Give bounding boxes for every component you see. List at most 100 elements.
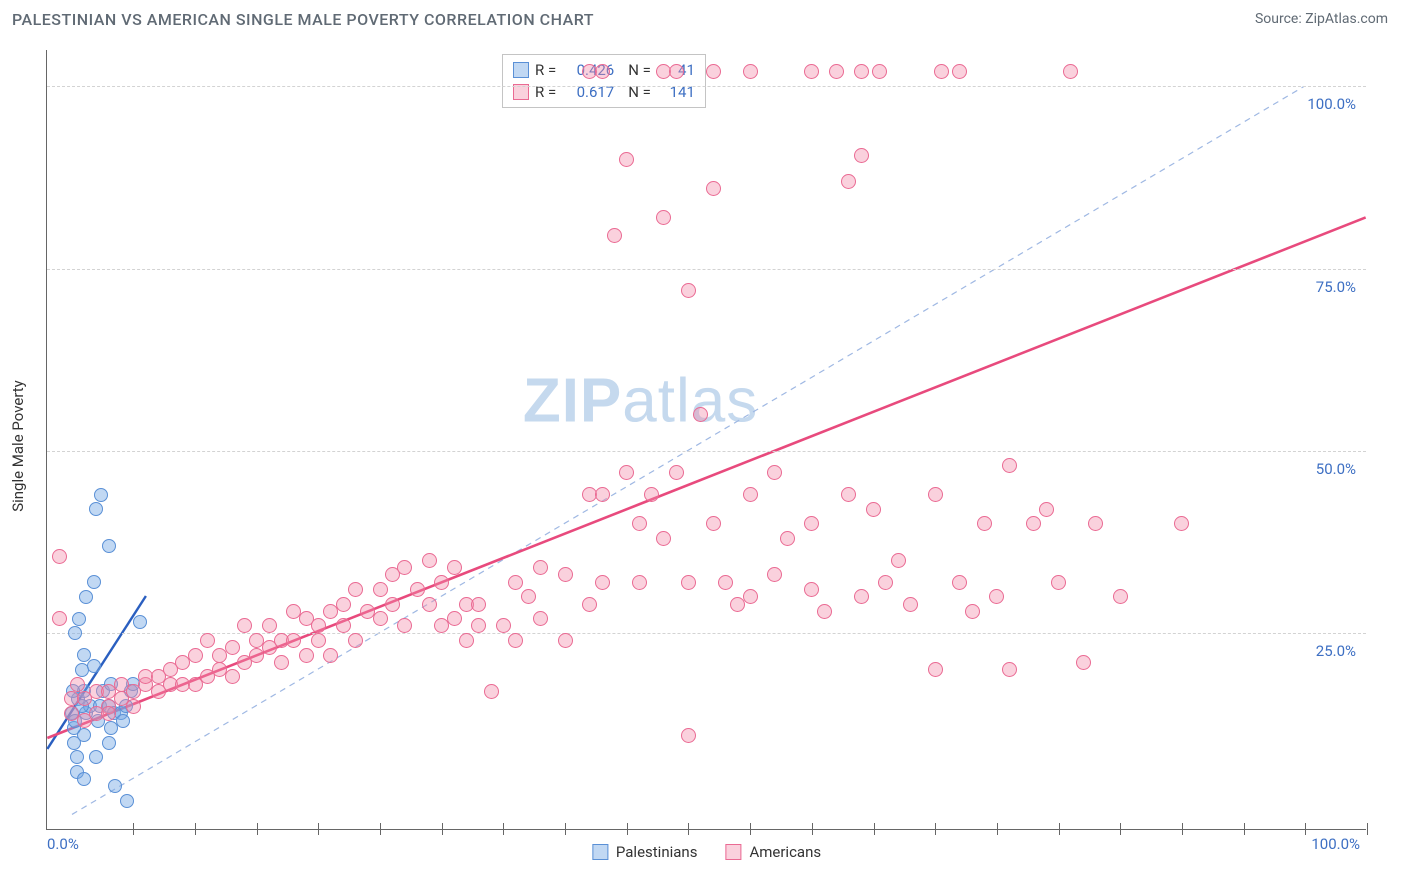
data-point (447, 611, 462, 626)
data-point (108, 779, 122, 793)
x-tick-mark (812, 823, 813, 835)
data-point (872, 64, 887, 79)
chart-title: PALESTINIAN VS AMERICAN SINGLE MALE POVE… (12, 10, 594, 29)
data-point (841, 487, 856, 502)
data-point (669, 64, 684, 79)
data-point (854, 589, 869, 604)
data-point (397, 560, 412, 575)
x-tick-mark (688, 823, 689, 835)
data-point (669, 465, 684, 480)
data-point (866, 502, 881, 517)
y-tick-label: 75.0% (1316, 278, 1356, 296)
data-point (681, 728, 696, 743)
gridline (47, 451, 1366, 452)
data-point (237, 618, 252, 633)
x-tick-mark (627, 823, 628, 835)
data-point (484, 684, 499, 699)
data-point (619, 465, 634, 480)
x-tick-mark (1059, 823, 1060, 835)
x-tick-mark (997, 823, 998, 835)
data-point (87, 659, 101, 673)
x-tick-label-right: 100.0% (1311, 835, 1360, 853)
data-point (459, 633, 474, 648)
legend-series-label: Palestinians (616, 843, 698, 861)
data-point (1063, 64, 1078, 79)
data-point (116, 714, 130, 728)
data-point (878, 575, 893, 590)
data-point (188, 648, 203, 663)
data-point (706, 516, 721, 531)
data-point (829, 64, 844, 79)
data-point (780, 531, 795, 546)
data-point (262, 618, 277, 633)
data-point (656, 531, 671, 546)
data-point (348, 582, 363, 597)
legend-series: Palestinians Americans (592, 843, 821, 861)
data-point (434, 575, 449, 590)
data-point (743, 589, 758, 604)
data-point (101, 706, 116, 721)
data-point (133, 615, 147, 629)
data-point (1039, 502, 1054, 517)
data-point (767, 567, 782, 582)
data-point (94, 488, 108, 502)
data-point (718, 575, 733, 590)
x-tick-mark (935, 823, 936, 835)
legend-series-item: Americans (725, 843, 821, 861)
data-point (126, 699, 141, 714)
data-point (989, 589, 1004, 604)
data-point (706, 64, 721, 79)
data-point (804, 582, 819, 597)
data-point (632, 575, 647, 590)
data-point (903, 597, 918, 612)
x-tick-mark (257, 823, 258, 835)
data-point (102, 736, 116, 750)
data-point (385, 597, 400, 612)
data-point (558, 633, 573, 648)
data-point (607, 228, 622, 243)
data-point (373, 611, 388, 626)
data-point (1088, 516, 1103, 531)
data-point (471, 597, 486, 612)
data-point (1002, 458, 1017, 473)
data-point (521, 589, 536, 604)
data-point (656, 210, 671, 225)
watermark: ZIPatlas (523, 365, 758, 436)
data-point (533, 611, 548, 626)
data-point (397, 618, 412, 633)
data-point (595, 575, 610, 590)
data-point (817, 604, 832, 619)
data-point (533, 560, 548, 575)
data-point (447, 560, 462, 575)
data-point (952, 575, 967, 590)
x-tick-mark (380, 823, 381, 835)
legend-swatch (513, 62, 529, 78)
data-point (965, 604, 980, 619)
watermark-bold: ZIP (523, 366, 622, 435)
data-point (225, 640, 240, 655)
y-axis-label: Single Male Poverty (9, 380, 27, 512)
data-point (311, 633, 326, 648)
data-point (681, 283, 696, 298)
data-point (854, 148, 869, 163)
data-point (632, 516, 647, 531)
x-tick-mark (565, 823, 566, 835)
data-point (89, 750, 103, 764)
data-point (72, 612, 86, 626)
data-point (644, 487, 659, 502)
data-point (422, 553, 437, 568)
data-point (508, 575, 523, 590)
gridline (47, 269, 1366, 270)
watermark-light: atlas (622, 366, 758, 435)
data-point (841, 174, 856, 189)
data-point (558, 567, 573, 582)
data-point (373, 582, 388, 597)
data-point (928, 487, 943, 502)
legend-swatch (725, 844, 741, 860)
legend-correlation: R =0.426N =41R =0.617N =141 (502, 54, 706, 108)
data-point (1076, 655, 1091, 670)
data-point (595, 64, 610, 79)
legend-corr-row: R =0.617N =141 (513, 81, 695, 103)
data-point (87, 575, 101, 589)
data-point (286, 633, 301, 648)
